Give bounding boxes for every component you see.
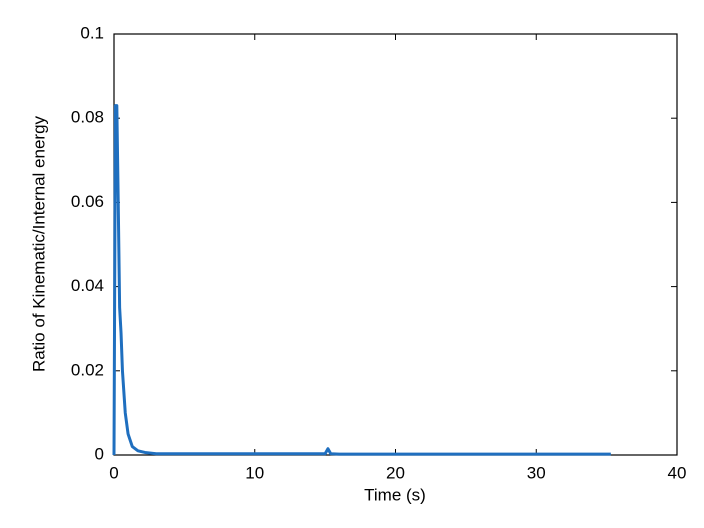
y-tick-label: 0.06 (71, 192, 104, 211)
y-tick-label: 0.04 (71, 276, 104, 295)
y-tick-label: 0.1 (80, 23, 104, 42)
x-tick-label: 30 (527, 463, 546, 482)
y-tick-label: 0 (95, 444, 104, 463)
x-tick-label: 20 (386, 463, 405, 482)
x-tick-label: 40 (668, 463, 687, 482)
plot-frame (113, 33, 678, 456)
x-axis-label: Time (s) (364, 485, 426, 504)
y-axis-label: Ratio of Kinematic/Internal energy (29, 115, 48, 372)
x-tick-label: 0 (109, 463, 118, 482)
data-line (112, 104, 611, 456)
y-tick-label: 0.02 (71, 360, 104, 379)
y-tick-label: 0.08 (71, 108, 104, 127)
x-tick-label: 10 (245, 463, 264, 482)
